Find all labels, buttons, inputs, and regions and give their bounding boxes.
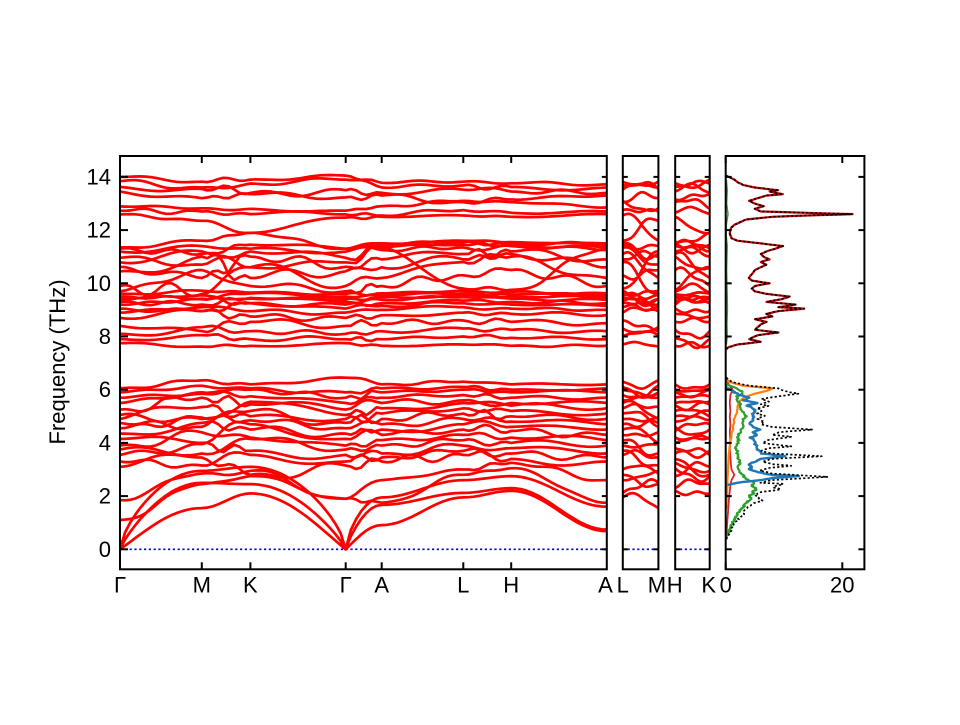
svg-text:L: L <box>617 573 629 598</box>
svg-text:12: 12 <box>87 218 111 243</box>
svg-text:2: 2 <box>99 484 111 509</box>
svg-text:8: 8 <box>99 324 111 349</box>
svg-text:20: 20 <box>830 573 854 598</box>
svg-text:M: M <box>193 573 211 598</box>
svg-text:A: A <box>598 573 613 598</box>
svg-text:Γ: Γ <box>114 573 126 598</box>
svg-text:Γ: Γ <box>340 573 352 598</box>
svg-text:10: 10 <box>87 271 111 296</box>
svg-text:K: K <box>701 573 716 598</box>
svg-text:H: H <box>503 573 519 598</box>
svg-text:L: L <box>457 573 469 598</box>
svg-text:6: 6 <box>99 377 111 402</box>
svg-text:K: K <box>243 573 258 598</box>
svg-text:14: 14 <box>87 164 111 189</box>
svg-text:Frequency (THz): Frequency (THz) <box>45 279 70 444</box>
svg-text:0: 0 <box>99 537 111 562</box>
svg-text:H: H <box>667 573 683 598</box>
svg-text:A: A <box>374 573 389 598</box>
svg-text:0: 0 <box>720 573 732 598</box>
svg-text:4: 4 <box>99 430 111 455</box>
svg-text:M: M <box>648 573 666 598</box>
